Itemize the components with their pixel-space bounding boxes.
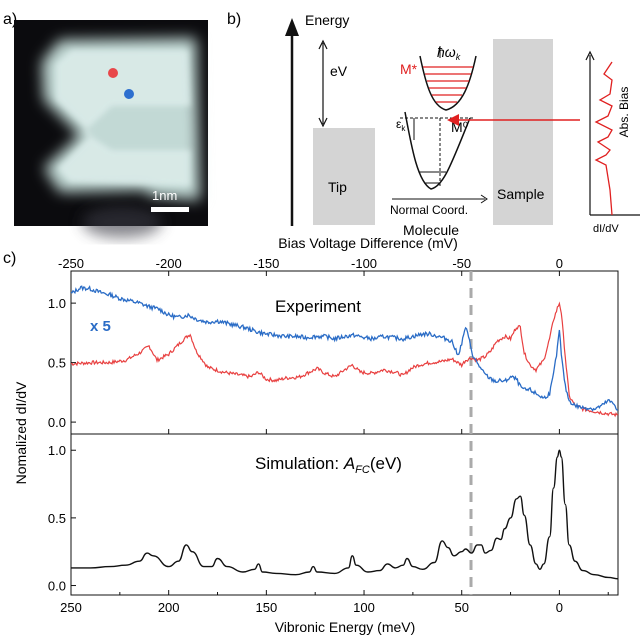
simulation-y-tick-label: 0.0 bbox=[48, 579, 66, 594]
normal-coord-label: Normal Coord. bbox=[390, 203, 468, 217]
excited-potential bbox=[419, 55, 477, 111]
epsilon-label: εk bbox=[396, 117, 406, 133]
top-tick-label: -150 bbox=[253, 256, 279, 271]
top-tick-label: -250 bbox=[58, 256, 84, 271]
panel-label-b: b) bbox=[227, 11, 241, 28]
sample-block bbox=[493, 39, 553, 225]
panel-label-c: c) bbox=[3, 250, 16, 267]
y-axis-label: Nomalized dI/dV bbox=[13, 381, 29, 484]
bottom-tick-label: 250 bbox=[60, 600, 82, 615]
simulation-series bbox=[71, 449, 619, 580]
simulation-y-tick-label: 1.0 bbox=[48, 443, 66, 458]
energy-arrow-head bbox=[285, 18, 299, 36]
schematic: Energy eV Tip Sample M⁰ M* bbox=[285, 12, 640, 238]
top-axis-label: Bias Voltage Difference (mV) bbox=[278, 235, 458, 251]
simulation-title: Simulation: AFC(eV) bbox=[255, 454, 402, 476]
bottom-tick-label: 100 bbox=[353, 600, 375, 615]
bottom-tick-label: 0 bbox=[556, 600, 563, 615]
bottom-axis-label: Vibronic Energy (meV) bbox=[275, 619, 416, 635]
didv-mini-label: dI/dV bbox=[593, 223, 619, 235]
experiment-y-tick-label: 1.0 bbox=[48, 296, 66, 311]
simulation-y-tick-label: 0.5 bbox=[48, 511, 66, 526]
tip-label: Tip bbox=[328, 179, 347, 195]
energy-label: Energy bbox=[305, 12, 349, 28]
bottom-tick-label: 200 bbox=[158, 600, 180, 615]
tip-block bbox=[313, 128, 375, 225]
red-marker bbox=[108, 68, 118, 78]
panel-label-a: a) bbox=[3, 11, 17, 28]
axis-ticks: 250 200 150 100 50 0 -250 -200 -150 -100 -50 0 1.0 0.… bbox=[48, 256, 609, 615]
top-tick-label: -200 bbox=[156, 256, 182, 271]
molecule-label: Molecule bbox=[403, 222, 459, 238]
spectra-plot: Bias Voltage Difference (mV) 250 200 150 10… bbox=[13, 235, 619, 635]
experiment-y-tick-label: 0.0 bbox=[48, 415, 66, 430]
sample-label: Sample bbox=[497, 186, 545, 202]
blue-marker bbox=[124, 89, 134, 99]
experiment-y-tick-label: 0.5 bbox=[48, 356, 66, 371]
mini-spectrum bbox=[594, 61, 613, 216]
ev-label: eV bbox=[330, 63, 348, 79]
top-tick-label: -50 bbox=[452, 256, 471, 271]
simulation-frame bbox=[70, 433, 619, 596]
scalebar bbox=[151, 207, 189, 212]
stm-image: 1nm bbox=[14, 20, 208, 238]
top-tick-label: -100 bbox=[351, 256, 377, 271]
bottom-tick-label: 50 bbox=[454, 600, 468, 615]
experiment-red-series bbox=[70, 301, 619, 418]
bottom-tick-label: 150 bbox=[256, 600, 278, 615]
experiment-title: Experiment bbox=[275, 297, 361, 316]
ground-potential bbox=[404, 111, 471, 190]
abs-bias-label: Abs. Bias bbox=[617, 87, 631, 138]
m-star-label: M* bbox=[400, 61, 418, 77]
experiment-blue-series bbox=[70, 285, 619, 412]
hbar-omega-label: ħωk bbox=[437, 44, 461, 62]
scale-label: x 5 bbox=[90, 318, 111, 335]
top-tick-label: 0 bbox=[556, 256, 563, 271]
scalebar-label: 1nm bbox=[152, 188, 177, 203]
